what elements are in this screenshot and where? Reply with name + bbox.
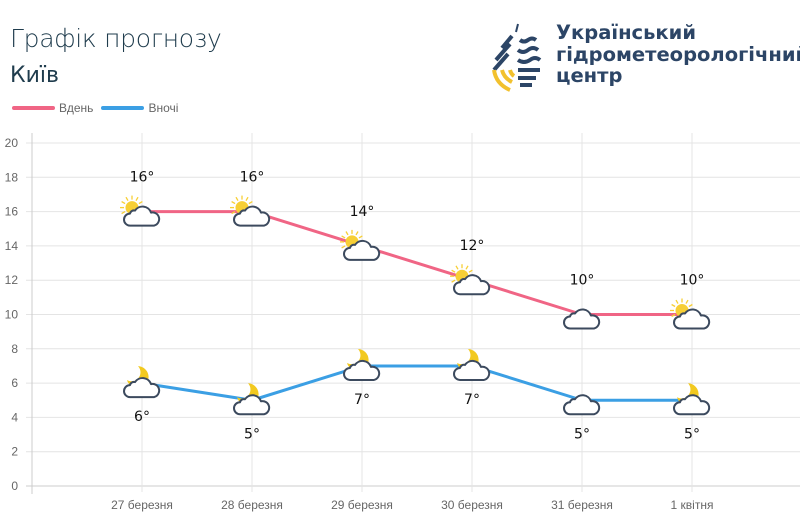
y-tick-label: 4 — [11, 410, 18, 424]
x-tick-label: 29 березня — [331, 498, 393, 512]
x-tick-label: 1 квітня — [671, 498, 714, 512]
sun-ray — [671, 313, 676, 318]
sun-ray — [451, 269, 456, 273]
sun-ray — [125, 196, 129, 201]
night-weather-icon — [563, 394, 601, 416]
city-name: Київ — [10, 63, 59, 88]
sun-ray — [248, 201, 253, 205]
sun-ray — [455, 265, 459, 270]
night-weather-icon — [343, 348, 381, 381]
sun-ray — [231, 211, 236, 215]
logo-drop-icon — [492, 23, 542, 92]
y-tick-label: 12 — [5, 273, 19, 287]
y-tick-label: 14 — [5, 239, 19, 253]
data-label: 10° — [570, 273, 595, 289]
night-weather-icon — [453, 348, 491, 381]
data-label: 6° — [134, 409, 150, 425]
sun-ray — [355, 231, 359, 236]
cloud-icon — [563, 394, 601, 416]
sun-ray — [138, 201, 143, 205]
sun-ray — [341, 235, 346, 239]
cloud-icon — [233, 394, 271, 416]
y-tick-label: 0 — [11, 479, 18, 493]
legend-label-day: Вдень — [59, 101, 94, 115]
day-series-line — [142, 210, 692, 316]
sun-ray — [358, 235, 363, 239]
x-tick-label: 30 березня — [441, 498, 503, 512]
legend-label-night: Вночі — [148, 101, 179, 115]
sun-ray — [671, 303, 676, 308]
y-tick-label: 18 — [5, 170, 19, 184]
x-tick-label: 27 березня — [111, 498, 173, 512]
night-weather-icon — [673, 383, 711, 416]
day-weather-icon — [120, 195, 161, 227]
sun-ray — [245, 196, 249, 201]
data-label: 7° — [464, 392, 480, 408]
legend-swatch-day — [12, 106, 55, 110]
cloud-icon — [123, 377, 161, 399]
legend-item-night[interactable]: Вночі — [101, 101, 178, 115]
sun-ray — [451, 279, 456, 283]
cloud-icon — [233, 205, 271, 227]
day-weather-icon — [230, 195, 271, 227]
y-tick-label: 16 — [5, 205, 19, 219]
day-weather-icon — [670, 298, 711, 330]
cloud-icon — [673, 394, 711, 416]
sun-ray — [675, 299, 679, 304]
legend: Вдень Вночі — [12, 101, 186, 115]
sun-ray — [345, 231, 349, 236]
data-label: 7° — [354, 392, 370, 408]
cloud-icon — [343, 239, 381, 261]
data-label: 12° — [460, 238, 485, 254]
y-tick-label: 6 — [11, 376, 18, 390]
logo: Український гідрометеорологічний центр — [488, 22, 800, 92]
page-title: Графік прогнозу — [10, 24, 222, 53]
day-weather-icon — [340, 229, 381, 261]
x-tick-label: 28 березня — [221, 498, 283, 512]
logo-line: гідрометеорологічний — [556, 42, 800, 66]
sun-ray — [135, 196, 139, 201]
night-weather-icon — [233, 383, 271, 416]
y-tick-label: 10 — [5, 308, 19, 322]
cloud-icon — [343, 359, 381, 381]
y-tick-label: 20 — [5, 136, 19, 150]
night-series-line — [141, 364, 692, 402]
y-tick-label: 2 — [11, 445, 18, 459]
y-tick-label: 8 — [11, 342, 18, 356]
sun-ray — [121, 211, 126, 215]
day-weather-icon — [450, 264, 491, 296]
night-weather-icon — [123, 366, 161, 399]
sun-ray — [468, 269, 473, 273]
data-label: 16° — [240, 170, 265, 186]
cloud-icon — [453, 359, 491, 381]
data-label: 10° — [680, 273, 705, 289]
sun-ray — [235, 196, 239, 201]
data-label: 5° — [684, 426, 700, 442]
data-label: 16° — [130, 170, 155, 186]
data-label: 5° — [574, 426, 590, 442]
sun-ray — [231, 201, 236, 205]
sun-ray — [688, 303, 693, 308]
cloud-icon — [563, 308, 601, 330]
logo-text: Український гідрометеорологічний центр — [556, 22, 800, 87]
cloud-icon — [453, 274, 491, 296]
sun-ray — [685, 299, 689, 304]
legend-item-day[interactable]: Вдень — [12, 101, 93, 115]
logo-line: центр — [556, 64, 623, 87]
cloud-icon — [123, 205, 161, 227]
sun-ray — [121, 201, 126, 205]
cloud-icon — [673, 308, 711, 330]
sun-ray — [341, 245, 346, 249]
legend-swatch-night — [101, 106, 145, 110]
day-weather-icon — [563, 308, 601, 330]
x-tick-label: 31 березня — [551, 498, 613, 512]
logo-line: Український — [556, 21, 696, 44]
sun-ray — [465, 265, 469, 270]
data-label: 5° — [244, 426, 260, 442]
data-label: 14° — [350, 204, 375, 220]
